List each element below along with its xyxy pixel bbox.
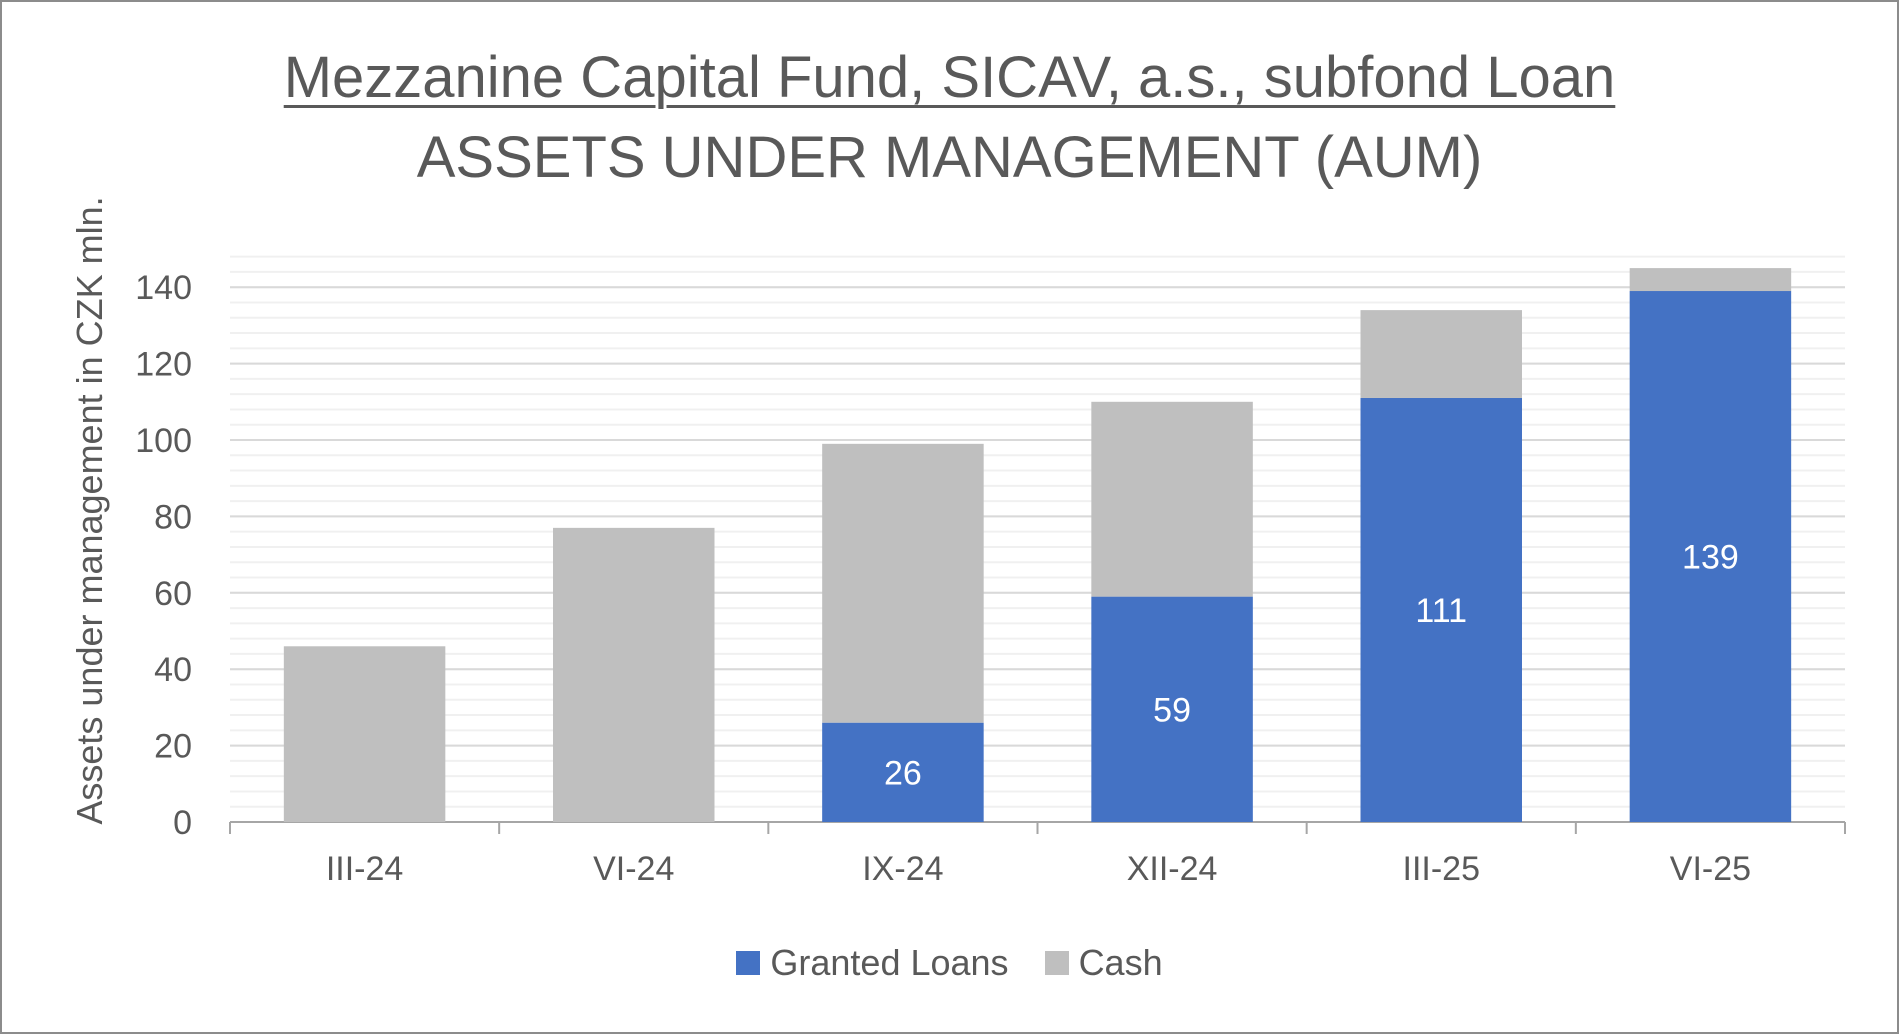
bar-granted-loans [1360, 397, 1522, 822]
legend-label: Granted Loans [770, 942, 1009, 983]
chart-subtitle: ASSETS UNDER MANAGEMENT (AUM) [416, 125, 1483, 190]
y-tick-label: 40 [154, 651, 192, 689]
legend-swatch [1044, 951, 1069, 975]
x-tick-label: III-25 [1403, 850, 1480, 888]
y-tick-label: 0 [173, 804, 192, 842]
y-tick-label: 80 [154, 498, 192, 536]
x-tick-label: XII-24 [1127, 850, 1218, 888]
bar-cash [1360, 310, 1522, 398]
data-label: 139 [1682, 539, 1739, 577]
legend: Granted Loans Cash [0, 942, 1899, 984]
data-label: 26 [884, 754, 922, 792]
x-tick-label: III-24 [326, 850, 403, 888]
bar-granted-loans [1629, 291, 1792, 822]
y-tick-label: 140 [135, 269, 192, 307]
y-tick-label: 100 [135, 422, 192, 460]
y-tick-label: 120 [135, 346, 192, 384]
bar-cash [822, 443, 984, 723]
bar-granted-loans [822, 722, 984, 822]
data-label: 59 [1153, 691, 1191, 729]
x-tick-label: VI-25 [1670, 850, 1751, 888]
x-tick-label: VI-24 [593, 850, 674, 888]
legend-label: Cash [1078, 942, 1163, 983]
y-axis-label: Assets under management in CZK mln. [69, 196, 110, 824]
bar-granted-loans [1091, 596, 1253, 822]
x-tick-label: IX-24 [862, 850, 943, 888]
bar-cash [553, 527, 715, 822]
y-tick-label: 20 [154, 728, 192, 766]
bar-cash [1629, 268, 1792, 292]
bar-cash [1091, 401, 1253, 597]
legend-swatch [736, 951, 761, 975]
legend-item: Cash [1044, 942, 1163, 984]
legend-item: Granted Loans [736, 942, 1009, 984]
chart-title: Mezzanine Capital Fund, SICAV, a.s., sub… [283, 45, 1616, 110]
bar-cash [283, 646, 446, 822]
y-tick-label: 60 [154, 575, 192, 613]
data-label: 111 [1415, 592, 1467, 630]
